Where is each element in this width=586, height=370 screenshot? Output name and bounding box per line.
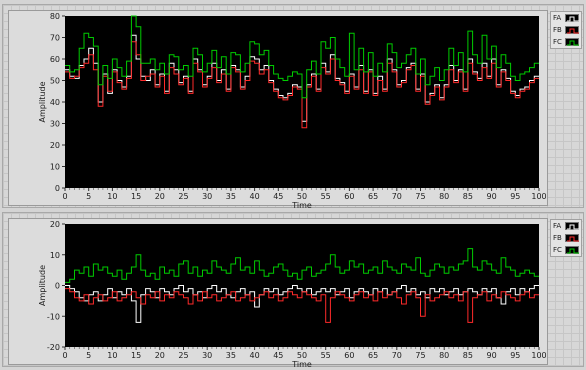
x-tick-label: 85 [463, 192, 473, 201]
series-line-fb-1 [65, 41, 539, 129]
legend-swatch-icon [565, 38, 579, 46]
x-tick-label: 40 [250, 351, 260, 360]
x-axis-2: 0 5 10 15 20 25 30 35 40 45 50 55 60 65 70 75 80 85 90 95 10… [62, 347, 547, 360]
y-tick-label: 40 [50, 98, 60, 107]
plot-area-2 [65, 224, 539, 347]
x-tick-label: 0 [62, 192, 67, 201]
series-line-fc-2 [65, 248, 539, 283]
y-tick-label: 0 [55, 184, 60, 193]
plot-frame-1: 0 5 10 15 20 25 30 35 40 45 50 55 60 65 70 75 80 85 90 95 10… [8, 10, 549, 210]
x-tick-label: 5 [86, 351, 91, 360]
x-tick-label: 75 [415, 351, 425, 360]
x-tick-label: 45 [273, 351, 283, 360]
x-tick-label: 10 [107, 192, 117, 201]
x-tick-label: 25 [178, 351, 188, 360]
legend-item-fa[interactable]: FA [551, 12, 581, 24]
y-tick-label: 10 [50, 251, 60, 260]
x-tick-label: 95 [510, 351, 520, 360]
y-tick-label: -20 [47, 343, 60, 352]
y-tick-label: 30 [50, 120, 60, 129]
x-tick-label: 75 [415, 192, 425, 201]
plot-legend-2[interactable]: FA FB FC [550, 219, 582, 257]
legend-swatch-icon [565, 14, 579, 22]
legend-swatch-icon [565, 246, 579, 254]
x-tick-label: 100 [531, 192, 546, 201]
x-tick-label: 30 [202, 192, 212, 201]
x-tick-label: 20 [155, 192, 165, 201]
x-tick-label: 85 [463, 351, 473, 360]
x-tick-label: 10 [107, 351, 117, 360]
series-line-fc-1 [65, 15, 539, 99]
x-tick-label: 15 [131, 192, 141, 201]
legend-label: FB [553, 26, 562, 34]
x-tick-label: 40 [250, 192, 260, 201]
x-tick-label: 70 [392, 351, 402, 360]
y-tick-label: 80 [50, 12, 60, 21]
y-tick-label: 20 [50, 141, 60, 150]
x-tick-label: 55 [321, 192, 331, 201]
x-tick-label: 70 [392, 192, 402, 201]
legend-item-fc[interactable]: FC [551, 36, 581, 48]
legend-label: FA [553, 14, 562, 22]
y-axis-2: -20 -10 0 10 20 [47, 220, 65, 352]
legend-swatch-icon [565, 222, 579, 230]
x-tick-label: 50 [297, 351, 307, 360]
y-axis-1: 0 10 20 30 40 50 60 70 80 [50, 12, 65, 193]
x-tick-label: 5 [86, 192, 91, 201]
legend-item-fa[interactable]: FA [551, 220, 581, 232]
x-tick-label: 25 [178, 192, 188, 201]
legend-label: FC [553, 246, 562, 254]
series-line-fb-2 [65, 288, 539, 323]
plot-frame-2: 0 5 10 15 20 25 30 35 40 45 50 55 60 65 70 75 80 85 90 95 10… [8, 218, 549, 369]
x-tick-label: 95 [510, 192, 520, 201]
y-axis-title-1: Amplitude [38, 81, 47, 122]
x-tick-label: 45 [273, 192, 283, 201]
x-tick-label: 90 [487, 351, 497, 360]
x-tick-label: 15 [131, 351, 141, 360]
legend-swatch-icon [565, 234, 579, 242]
y-tick-label: 20 [50, 220, 60, 229]
plot-legend-1[interactable]: FA FB FC [550, 11, 582, 49]
legend-swatch-icon [565, 26, 579, 34]
x-tick-label: 65 [368, 192, 378, 201]
x-tick-label: 30 [202, 351, 212, 360]
y-tick-label: 50 [50, 77, 60, 86]
y-tick-label: 0 [55, 282, 60, 291]
x-tick-label: 80 [439, 192, 449, 201]
x-tick-label: 35 [226, 351, 236, 360]
y-axis-title-2: Amplitude [38, 265, 47, 306]
y-tick-label: 60 [50, 55, 60, 64]
waveform-chart-2[interactable]: 0 5 10 15 20 25 30 35 40 45 50 55 60 65 70 75 80 85 90 95 10… [9, 219, 549, 369]
x-tick-label: 100 [531, 351, 546, 360]
x-tick-label: 90 [487, 192, 497, 201]
x-tick-label: 60 [344, 351, 354, 360]
graph-panel-2: 0 5 10 15 20 25 30 35 40 45 50 55 60 65 70 75 80 85 90 95 10… [2, 212, 584, 369]
legend-item-fb[interactable]: FB [551, 24, 581, 36]
legend-label: FC [553, 38, 562, 46]
legend-label: FB [553, 234, 562, 242]
x-tick-label: 60 [344, 192, 354, 201]
series-line-fa-2 [65, 285, 539, 323]
y-tick-label: 70 [50, 34, 60, 43]
legend-item-fb[interactable]: FB [551, 232, 581, 244]
x-axis-1: 0 5 10 15 20 25 30 35 40 45 50 55 60 65 70 75 80 85 90 95 10… [62, 188, 547, 201]
x-tick-label: 20 [155, 351, 165, 360]
x-tick-label: 80 [439, 351, 449, 360]
x-axis-title-2: Time [291, 360, 312, 369]
waveform-chart-1[interactable]: 0 5 10 15 20 25 30 35 40 45 50 55 60 65 70 75 80 85 90 95 10… [9, 11, 549, 210]
y-tick-label: -10 [47, 312, 60, 321]
x-axis-title-1: Time [291, 201, 312, 210]
legend-item-fc[interactable]: FC [551, 244, 581, 256]
graph-panel-1: 0 5 10 15 20 25 30 35 40 45 50 55 60 65 70 75 80 85 90 95 10… [2, 4, 584, 210]
x-tick-label: 65 [368, 351, 378, 360]
x-tick-label: 55 [321, 351, 331, 360]
x-tick-label: 0 [62, 351, 67, 360]
x-tick-label: 35 [226, 192, 236, 201]
x-tick-label: 50 [297, 192, 307, 201]
y-tick-label: 10 [50, 163, 60, 172]
legend-label: FA [553, 222, 562, 230]
